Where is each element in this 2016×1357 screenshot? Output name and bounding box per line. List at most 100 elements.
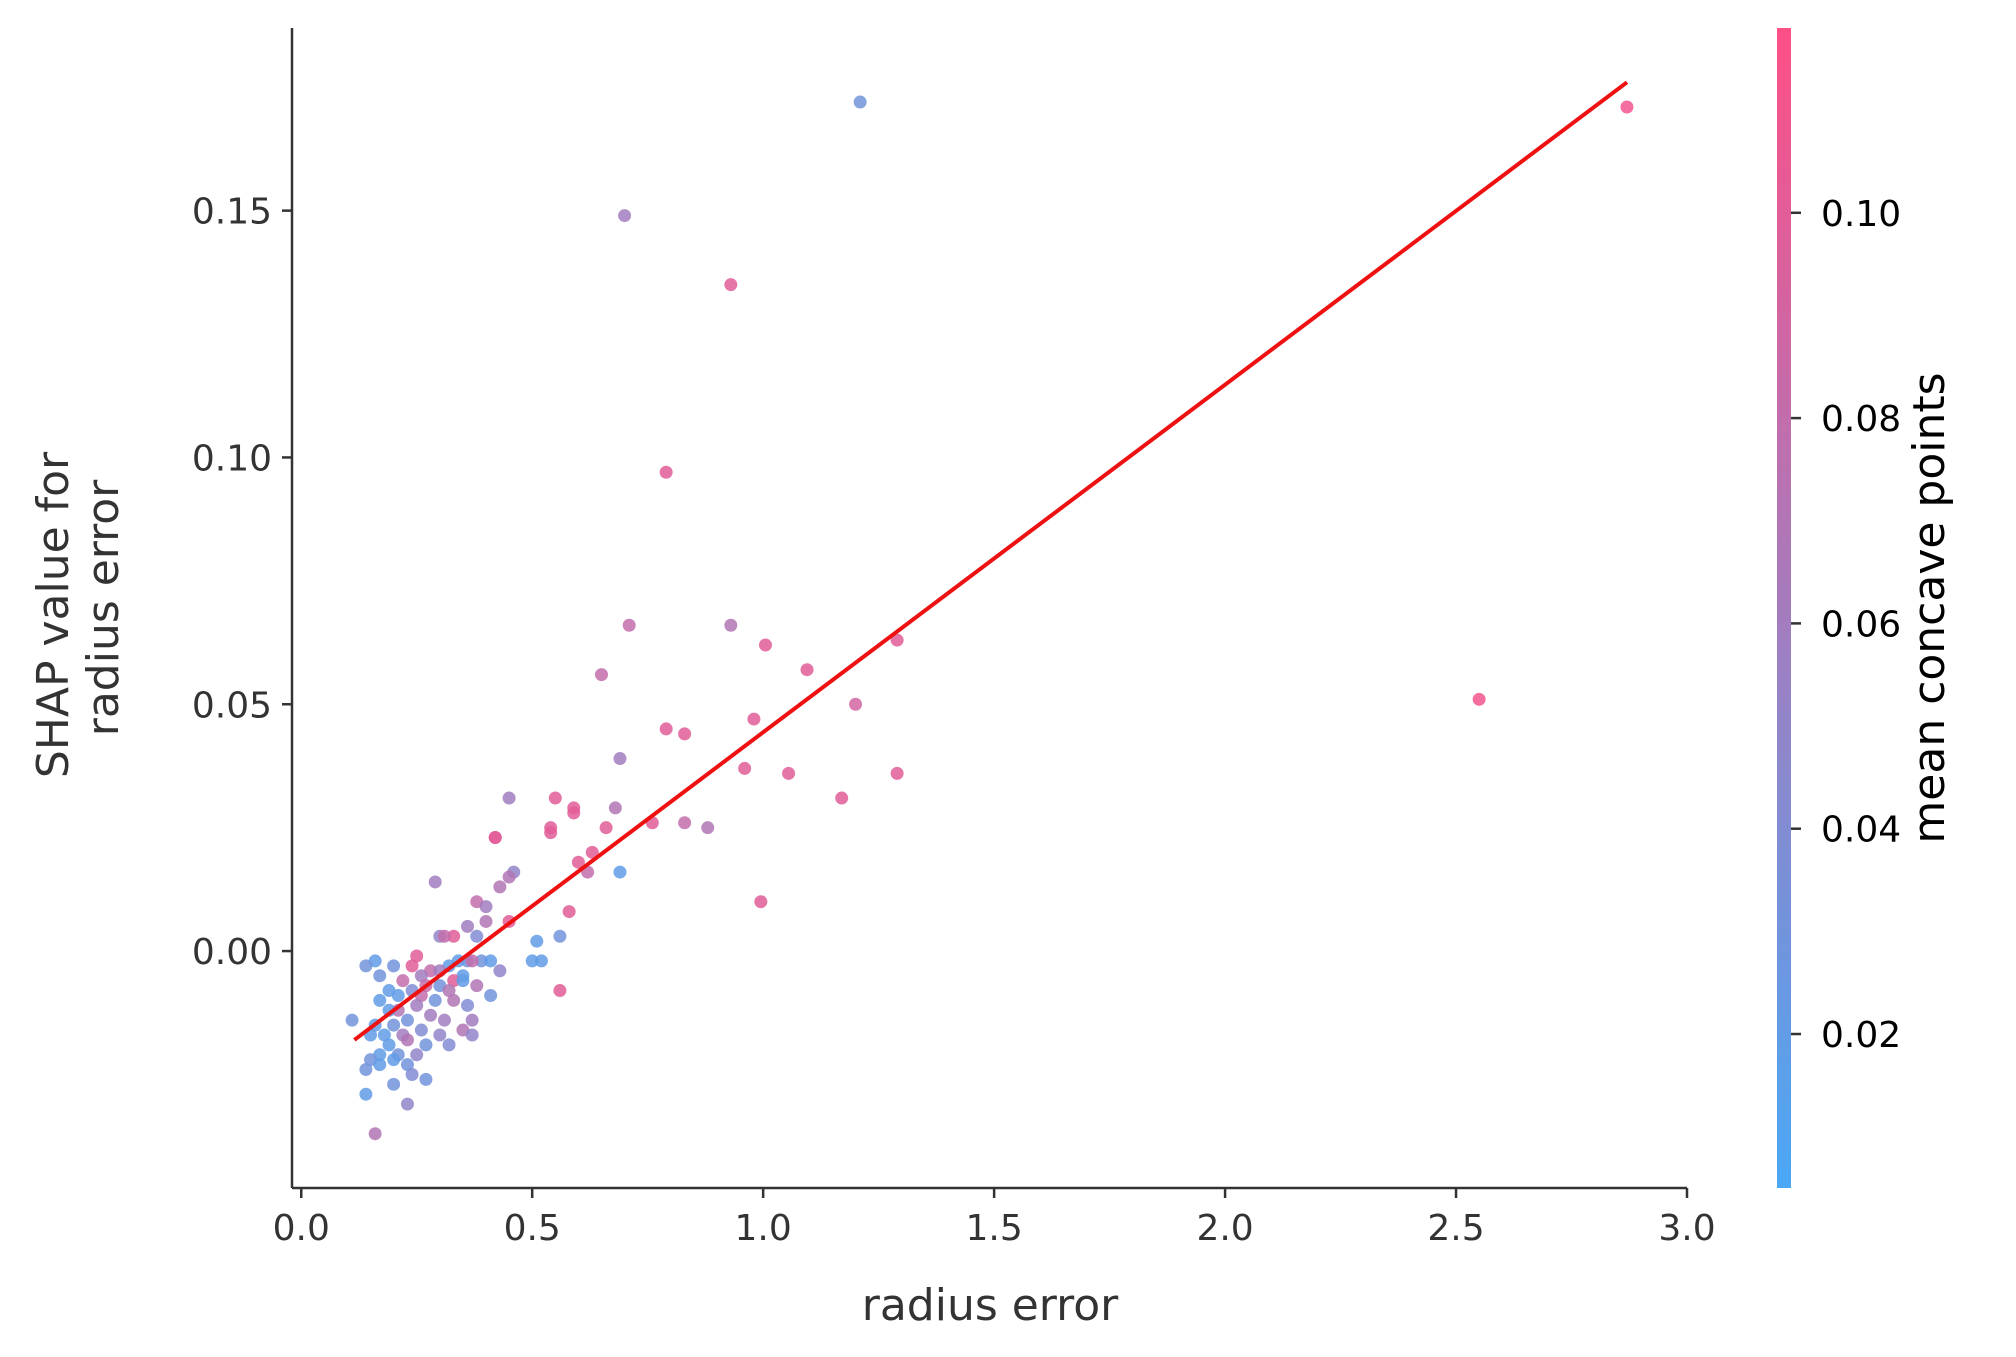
data-point	[470, 979, 484, 993]
y-tick-label: 0.15	[192, 192, 272, 233]
data-point	[447, 929, 461, 943]
y-tick-label: 0.00	[192, 932, 272, 973]
data-point	[724, 278, 738, 292]
data-point	[530, 934, 544, 948]
colorbar-tick-label: 0.08	[1821, 399, 1901, 440]
data-point	[800, 663, 814, 677]
data-point	[835, 791, 849, 805]
data-point	[754, 895, 768, 909]
data-point	[534, 954, 548, 968]
data-point	[373, 1058, 387, 1072]
data-point	[479, 900, 493, 914]
data-point	[359, 1063, 373, 1077]
data-point	[359, 959, 373, 973]
data-point	[1472, 692, 1486, 706]
data-point	[382, 1038, 396, 1052]
data-point	[442, 984, 456, 998]
x-axis-title: radius error	[862, 1280, 1119, 1331]
data-point	[724, 618, 738, 632]
x-tick-label: 2.5	[1427, 1208, 1484, 1249]
x-tick-label: 2.0	[1196, 1208, 1253, 1249]
trend-line	[353, 80, 1629, 1042]
data-point	[410, 998, 424, 1012]
data-point	[782, 766, 796, 780]
data-point	[479, 914, 493, 928]
data-point	[488, 831, 502, 845]
data-point	[447, 993, 461, 1007]
data-point	[410, 1048, 424, 1062]
data-point	[465, 954, 479, 968]
x-tick-label: 0.0	[273, 1208, 330, 1249]
data-point	[493, 880, 507, 894]
data-point	[410, 949, 424, 963]
scatter-points	[345, 95, 1634, 1141]
data-point	[470, 929, 484, 943]
colorbar-tick-label: 0.10	[1821, 194, 1901, 235]
data-point	[622, 618, 636, 632]
colorbar-ticks: 0.02 0.04 0.06 0.08 0.10	[1791, 194, 1901, 1056]
data-point	[571, 855, 585, 869]
data-point	[853, 95, 867, 109]
data-point	[553, 929, 567, 943]
data-point	[387, 1053, 401, 1067]
data-point	[890, 633, 904, 647]
data-point	[544, 821, 558, 835]
x-axis-ticks: 0.0 0.5 1.0 1.5 2.0 2.5 3.0	[273, 1188, 1716, 1249]
data-point	[391, 988, 405, 1002]
x-tick-label: 0.5	[504, 1208, 561, 1249]
data-point	[442, 1038, 456, 1052]
data-point	[849, 697, 863, 711]
data-point	[525, 954, 539, 968]
data-point	[890, 766, 904, 780]
colorbar-tick-label: 0.04	[1821, 810, 1901, 851]
data-point	[758, 638, 772, 652]
data-point	[553, 984, 567, 998]
data-point	[414, 1023, 428, 1037]
data-point	[738, 761, 752, 775]
data-point	[387, 1077, 401, 1091]
data-point	[678, 727, 692, 741]
data-point	[400, 1058, 414, 1072]
data-point	[678, 816, 692, 830]
data-point	[414, 969, 428, 983]
data-point	[359, 1087, 373, 1101]
data-point	[373, 969, 387, 983]
data-point	[433, 1028, 447, 1042]
data-point	[608, 801, 622, 815]
x-tick-label: 3.0	[1658, 1208, 1715, 1249]
colorbar-tick-label: 0.06	[1821, 604, 1901, 645]
data-point	[659, 465, 673, 479]
colorbar-title: mean concave points	[1904, 372, 1955, 843]
data-point	[599, 821, 613, 835]
data-point	[419, 1038, 433, 1052]
data-point	[613, 752, 627, 766]
data-point	[474, 954, 488, 968]
data-point	[437, 1013, 451, 1027]
colorbar-tick-label: 0.02	[1821, 1015, 1901, 1056]
data-point	[396, 974, 410, 988]
data-point	[747, 712, 761, 726]
data-point	[400, 1033, 414, 1047]
y-axis-ticks: 0.00 0.05 0.10 0.15	[192, 192, 292, 973]
data-point	[585, 845, 599, 859]
data-point	[456, 974, 470, 988]
data-point	[465, 1028, 479, 1042]
x-tick-label: 1.0	[735, 1208, 792, 1249]
data-point	[493, 964, 507, 978]
data-point	[618, 209, 632, 223]
data-point	[567, 801, 581, 815]
data-point	[484, 954, 498, 968]
data-point	[387, 1018, 401, 1032]
data-point	[613, 865, 627, 879]
data-point	[377, 1028, 391, 1042]
y-axis-title-line-1: SHAP value for	[28, 451, 79, 778]
data-point	[502, 791, 516, 805]
data-point	[400, 1013, 414, 1027]
data-point	[465, 1013, 479, 1027]
y-tick-label: 0.05	[192, 685, 272, 726]
data-point	[400, 1097, 414, 1111]
data-point	[461, 998, 475, 1012]
data-point	[419, 1072, 433, 1086]
data-point	[387, 959, 401, 973]
